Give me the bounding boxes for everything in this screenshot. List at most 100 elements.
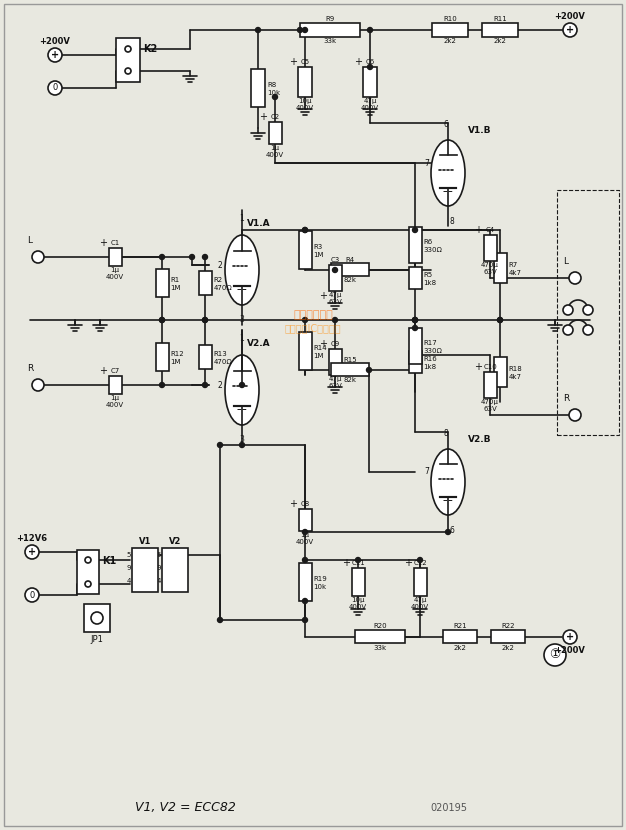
Text: +200V: +200V <box>39 37 71 46</box>
Circle shape <box>217 618 222 622</box>
Text: 400V: 400V <box>296 105 314 111</box>
Text: R18: R18 <box>508 366 522 372</box>
Text: 400V: 400V <box>349 604 367 610</box>
Text: V2: V2 <box>169 537 181 546</box>
Circle shape <box>413 227 418 232</box>
Text: 470Ω: 470Ω <box>213 359 232 365</box>
Bar <box>299 563 312 601</box>
Circle shape <box>190 255 195 260</box>
Circle shape <box>332 318 337 323</box>
Circle shape <box>32 251 44 263</box>
Circle shape <box>160 318 165 323</box>
Text: +: + <box>28 547 36 557</box>
Bar <box>298 67 312 97</box>
Text: R11: R11 <box>493 16 507 22</box>
Text: R4: R4 <box>346 256 354 262</box>
Text: 4: 4 <box>156 578 161 584</box>
Text: 9: 9 <box>126 565 131 571</box>
Ellipse shape <box>431 449 465 515</box>
Text: C5: C5 <box>300 59 310 65</box>
Bar <box>355 631 405 643</box>
Circle shape <box>563 325 573 335</box>
Circle shape <box>413 325 418 330</box>
Text: 330Ω: 330Ω <box>424 348 443 354</box>
Bar <box>329 265 342 291</box>
Bar <box>155 270 168 297</box>
Text: 400V: 400V <box>361 105 379 111</box>
Text: +: + <box>319 291 327 301</box>
Text: L: L <box>28 236 33 245</box>
Circle shape <box>272 95 277 100</box>
Circle shape <box>125 46 131 52</box>
Circle shape <box>367 27 372 32</box>
Circle shape <box>332 267 337 272</box>
Text: 33k: 33k <box>324 38 337 44</box>
Circle shape <box>160 318 165 323</box>
Bar <box>493 253 506 283</box>
Text: 7: 7 <box>424 467 429 476</box>
Text: 5: 5 <box>126 552 131 558</box>
Text: 10k: 10k <box>314 584 327 590</box>
Text: 82k: 82k <box>344 378 356 383</box>
Circle shape <box>297 27 302 32</box>
Text: V1.B: V1.B <box>468 126 491 135</box>
Circle shape <box>240 442 245 447</box>
Circle shape <box>25 588 39 602</box>
Text: +: + <box>475 362 483 372</box>
Text: 3: 3 <box>240 435 244 444</box>
Text: 10k: 10k <box>267 90 280 96</box>
Circle shape <box>255 27 260 32</box>
Text: 1: 1 <box>240 334 244 343</box>
Circle shape <box>367 65 372 70</box>
Text: R14: R14 <box>314 345 327 351</box>
Circle shape <box>366 368 371 373</box>
Circle shape <box>413 318 418 323</box>
Circle shape <box>446 530 451 535</box>
Text: 金正最大IC采购网站: 金正最大IC采购网站 <box>285 323 341 333</box>
Bar <box>132 548 158 592</box>
Text: +: + <box>566 25 574 35</box>
Circle shape <box>563 305 573 315</box>
Text: +: + <box>100 238 108 248</box>
Bar <box>557 190 619 435</box>
Text: 82k: 82k <box>344 277 356 284</box>
Circle shape <box>569 272 581 284</box>
Text: R2: R2 <box>213 277 223 284</box>
Text: JP1: JP1 <box>91 635 103 644</box>
Circle shape <box>569 409 581 421</box>
Text: +: + <box>289 57 297 67</box>
Text: 400V: 400V <box>296 539 314 545</box>
Bar <box>300 23 360 37</box>
Circle shape <box>48 81 62 95</box>
Bar <box>409 351 421 373</box>
Text: +: + <box>342 558 351 568</box>
Text: 6: 6 <box>444 120 448 129</box>
Text: +: + <box>475 225 483 235</box>
Text: C4: C4 <box>485 227 495 233</box>
Circle shape <box>32 379 44 391</box>
Text: V1, V2 = ECC82: V1, V2 = ECC82 <box>135 802 235 814</box>
Text: 63V: 63V <box>328 299 342 305</box>
Text: 2k2: 2k2 <box>493 38 506 44</box>
Text: R6: R6 <box>424 239 433 245</box>
Text: R10: R10 <box>443 16 457 22</box>
Circle shape <box>544 644 566 666</box>
Text: 4k7: 4k7 <box>508 374 521 380</box>
Bar <box>432 23 468 37</box>
Circle shape <box>302 530 307 535</box>
Text: V2.A: V2.A <box>247 339 270 348</box>
Text: 1μ: 1μ <box>300 532 309 538</box>
Circle shape <box>418 558 423 563</box>
Bar <box>108 376 121 394</box>
Text: +: + <box>289 499 297 509</box>
Text: R21: R21 <box>453 623 467 629</box>
Text: 6: 6 <box>449 526 454 535</box>
Circle shape <box>498 318 503 323</box>
Circle shape <box>85 557 91 563</box>
Text: 63V: 63V <box>483 406 497 412</box>
Text: 400V: 400V <box>266 152 284 158</box>
Text: R: R <box>27 364 33 373</box>
Bar <box>299 332 312 370</box>
Text: C3: C3 <box>331 257 340 263</box>
Text: 330Ω: 330Ω <box>424 247 443 253</box>
